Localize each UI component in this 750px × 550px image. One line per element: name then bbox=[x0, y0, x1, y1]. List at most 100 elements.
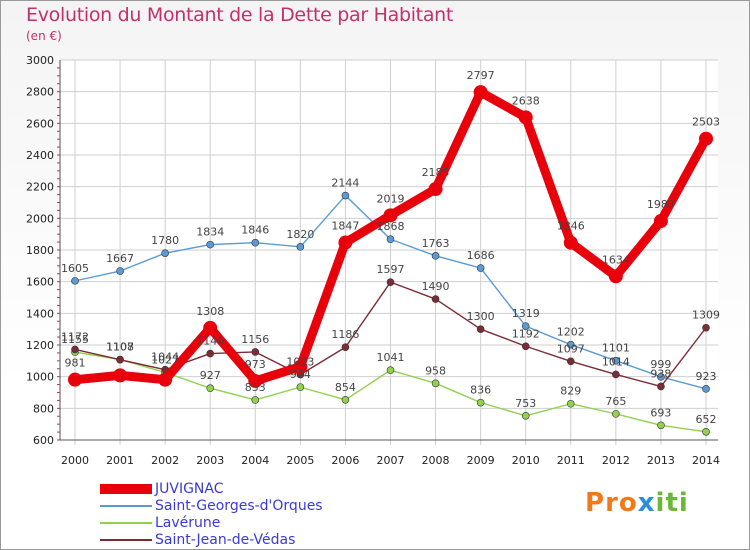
data-point bbox=[251, 396, 260, 404]
data-label: 999 bbox=[650, 358, 671, 371]
data-label: 1146 bbox=[196, 335, 224, 348]
data-label: 1156 bbox=[241, 333, 269, 346]
data-point bbox=[251, 238, 260, 247]
x-tick-label: 2008 bbox=[422, 454, 450, 467]
x-tick-label: 2009 bbox=[467, 454, 495, 467]
data-point bbox=[702, 385, 710, 393]
data-point bbox=[341, 343, 350, 352]
proxiti-logo: Proxiti bbox=[585, 488, 689, 518]
data-label: 2144 bbox=[331, 177, 359, 190]
data-label: 1041 bbox=[377, 351, 405, 364]
data-point bbox=[386, 235, 395, 244]
data-label: 693 bbox=[650, 406, 671, 419]
data-label: 1013 bbox=[286, 356, 314, 369]
data-point bbox=[248, 373, 263, 388]
data-point bbox=[113, 368, 128, 383]
data-label: 1319 bbox=[512, 307, 540, 320]
data-point bbox=[657, 382, 665, 391]
y-tick-label: 2200 bbox=[26, 181, 54, 194]
data-label: 2185 bbox=[422, 166, 450, 179]
data-label: 1763 bbox=[422, 237, 450, 250]
data-label: 938 bbox=[650, 367, 671, 380]
x-tick-label: 2011 bbox=[557, 454, 585, 467]
data-point bbox=[473, 85, 488, 100]
data-label: 1846 bbox=[241, 224, 269, 237]
y-tick-label: 1400 bbox=[26, 307, 54, 320]
legend-label: Saint-Georges-d'Orques bbox=[155, 498, 323, 514]
data-label: 1490 bbox=[422, 280, 450, 293]
data-point bbox=[608, 269, 623, 284]
data-point bbox=[612, 370, 620, 379]
data-point bbox=[338, 235, 353, 250]
data-point bbox=[521, 411, 530, 420]
data-point bbox=[702, 323, 710, 332]
data-label: 927 bbox=[200, 369, 221, 382]
data-point bbox=[431, 379, 440, 388]
y-tick-label: 1600 bbox=[26, 276, 54, 289]
data-label: 829 bbox=[560, 385, 581, 398]
data-point bbox=[612, 356, 620, 365]
data-label: 1847 bbox=[331, 220, 359, 233]
data-point bbox=[203, 320, 218, 335]
data-point bbox=[518, 110, 533, 125]
data-label: 1192 bbox=[512, 327, 540, 340]
data-label: 1820 bbox=[286, 228, 314, 241]
y-tick-label: 1000 bbox=[26, 371, 54, 384]
data-point bbox=[476, 264, 485, 272]
data-point bbox=[428, 182, 443, 197]
x-tick-label: 2004 bbox=[241, 454, 269, 467]
data-point bbox=[563, 235, 578, 250]
data-point bbox=[161, 249, 169, 257]
y-tick-label: 1800 bbox=[26, 244, 54, 257]
logo-letter: o bbox=[618, 488, 638, 518]
x-tick-label: 2007 bbox=[377, 454, 405, 467]
data-point bbox=[566, 357, 575, 366]
x-tick-label: 2014 bbox=[692, 454, 720, 467]
data-label: 1868 bbox=[377, 220, 405, 233]
data-point bbox=[206, 240, 215, 249]
x-tick-label: 2000 bbox=[61, 454, 89, 467]
data-label: 1014 bbox=[602, 355, 630, 368]
data-point bbox=[521, 342, 530, 351]
y-tick-label: 2400 bbox=[26, 149, 54, 162]
x-tick-label: 2010 bbox=[512, 454, 540, 467]
data-label: 1686 bbox=[467, 249, 495, 262]
data-point bbox=[71, 345, 79, 354]
data-point bbox=[68, 372, 82, 387]
data-label: 1155 bbox=[61, 333, 89, 346]
data-label: 1834 bbox=[196, 226, 224, 239]
y-tick-label: 3000 bbox=[26, 54, 54, 67]
data-label: 1605 bbox=[61, 262, 89, 275]
chart-title: Evolution du Montant de la Dette par Hab… bbox=[26, 4, 454, 26]
data-point bbox=[158, 372, 173, 387]
data-label: 2503 bbox=[692, 116, 720, 129]
data-label: 1308 bbox=[196, 305, 224, 318]
data-label: 2638 bbox=[512, 94, 540, 107]
data-label: 1780 bbox=[151, 234, 179, 247]
logo-letter: i bbox=[655, 488, 666, 518]
data-label: 1101 bbox=[602, 342, 630, 355]
data-label: 1300 bbox=[467, 310, 495, 323]
data-label: 1107 bbox=[106, 341, 134, 354]
y-tick-label: 2600 bbox=[26, 117, 54, 130]
data-label: 1044 bbox=[151, 351, 179, 364]
data-point bbox=[71, 277, 79, 285]
legend-label: JUVIGNAC bbox=[155, 481, 224, 497]
legend-swatch bbox=[100, 505, 152, 507]
legend-swatch bbox=[100, 484, 152, 494]
x-tick-label: 2012 bbox=[602, 454, 630, 467]
x-tick-label: 2013 bbox=[647, 454, 675, 467]
logo-letter: r bbox=[605, 488, 619, 518]
data-point bbox=[476, 398, 485, 407]
data-label: 1634 bbox=[602, 253, 630, 266]
data-point bbox=[702, 427, 710, 436]
legend-label: Saint-Jean-de-Védas bbox=[155, 532, 296, 548]
data-point bbox=[341, 395, 350, 404]
data-label: 753 bbox=[515, 397, 536, 410]
data-label: 652 bbox=[696, 413, 717, 426]
data-label: 1097 bbox=[557, 342, 585, 355]
data-point bbox=[341, 191, 350, 200]
data-point bbox=[296, 243, 305, 251]
data-point bbox=[116, 267, 124, 275]
